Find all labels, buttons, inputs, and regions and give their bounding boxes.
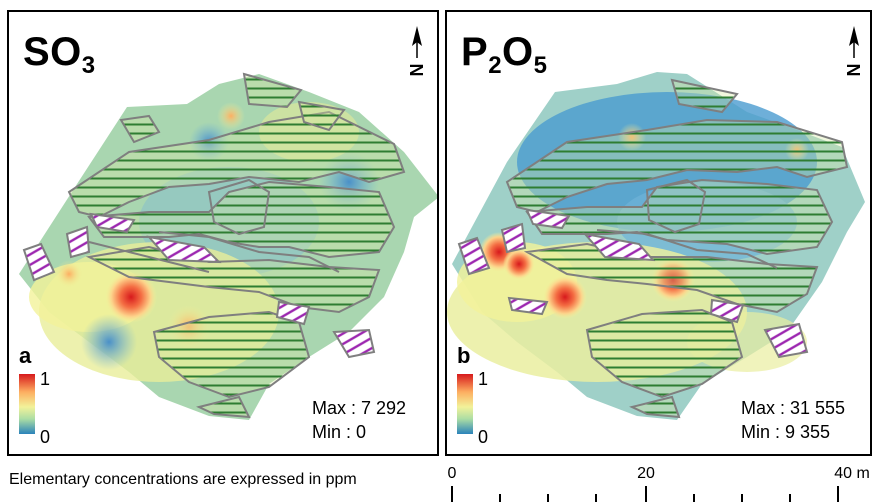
max-value: Max : 31 555: [741, 398, 846, 418]
panel-letter: b: [457, 343, 471, 368]
map-panel-p2o5: P2O5 N b 1 0 Max : 31 555 Min : 9 355: [445, 10, 872, 456]
units-caption: Elementary concentrations are expressed …: [9, 471, 357, 488]
map-panel-so3: SO3 N a 1 0 Max : 7 292 Min : 0: [7, 10, 439, 456]
legend-colorbar: [19, 374, 35, 434]
north-label: N: [407, 64, 427, 77]
north-label: N: [844, 64, 864, 77]
panel-title-p2o5: P2O5: [461, 30, 548, 79]
min-value: Min : 9 355: [741, 422, 831, 442]
scale-label-40: 40 m: [834, 465, 870, 482]
panel-letter: a: [19, 343, 32, 368]
legend-max-label: 1: [478, 369, 489, 389]
north-arrow-icon: N: [407, 26, 427, 77]
legend-min-label: 0: [40, 427, 51, 447]
legend-min-label: 0: [478, 427, 489, 447]
min-value: Min : 0: [312, 422, 367, 442]
so3-concentration-map: [19, 72, 437, 420]
scale-bar: 0 20 40 m: [448, 465, 870, 502]
stats-box: Max : 31 555 Min : 9 355: [741, 396, 845, 444]
legend-colorbar: [457, 374, 473, 434]
legend-max-label: 1: [40, 369, 51, 389]
scale-label-0: 0: [448, 465, 457, 482]
panel-title-so3: SO3: [23, 30, 96, 79]
scale-label-20: 20: [637, 465, 655, 482]
p2o5-concentration-map: [447, 72, 865, 420]
north-arrow-icon: N: [844, 26, 864, 77]
stats-box: Max : 7 292 Min : 0: [312, 396, 406, 444]
max-value: Max : 7 292: [312, 398, 407, 418]
